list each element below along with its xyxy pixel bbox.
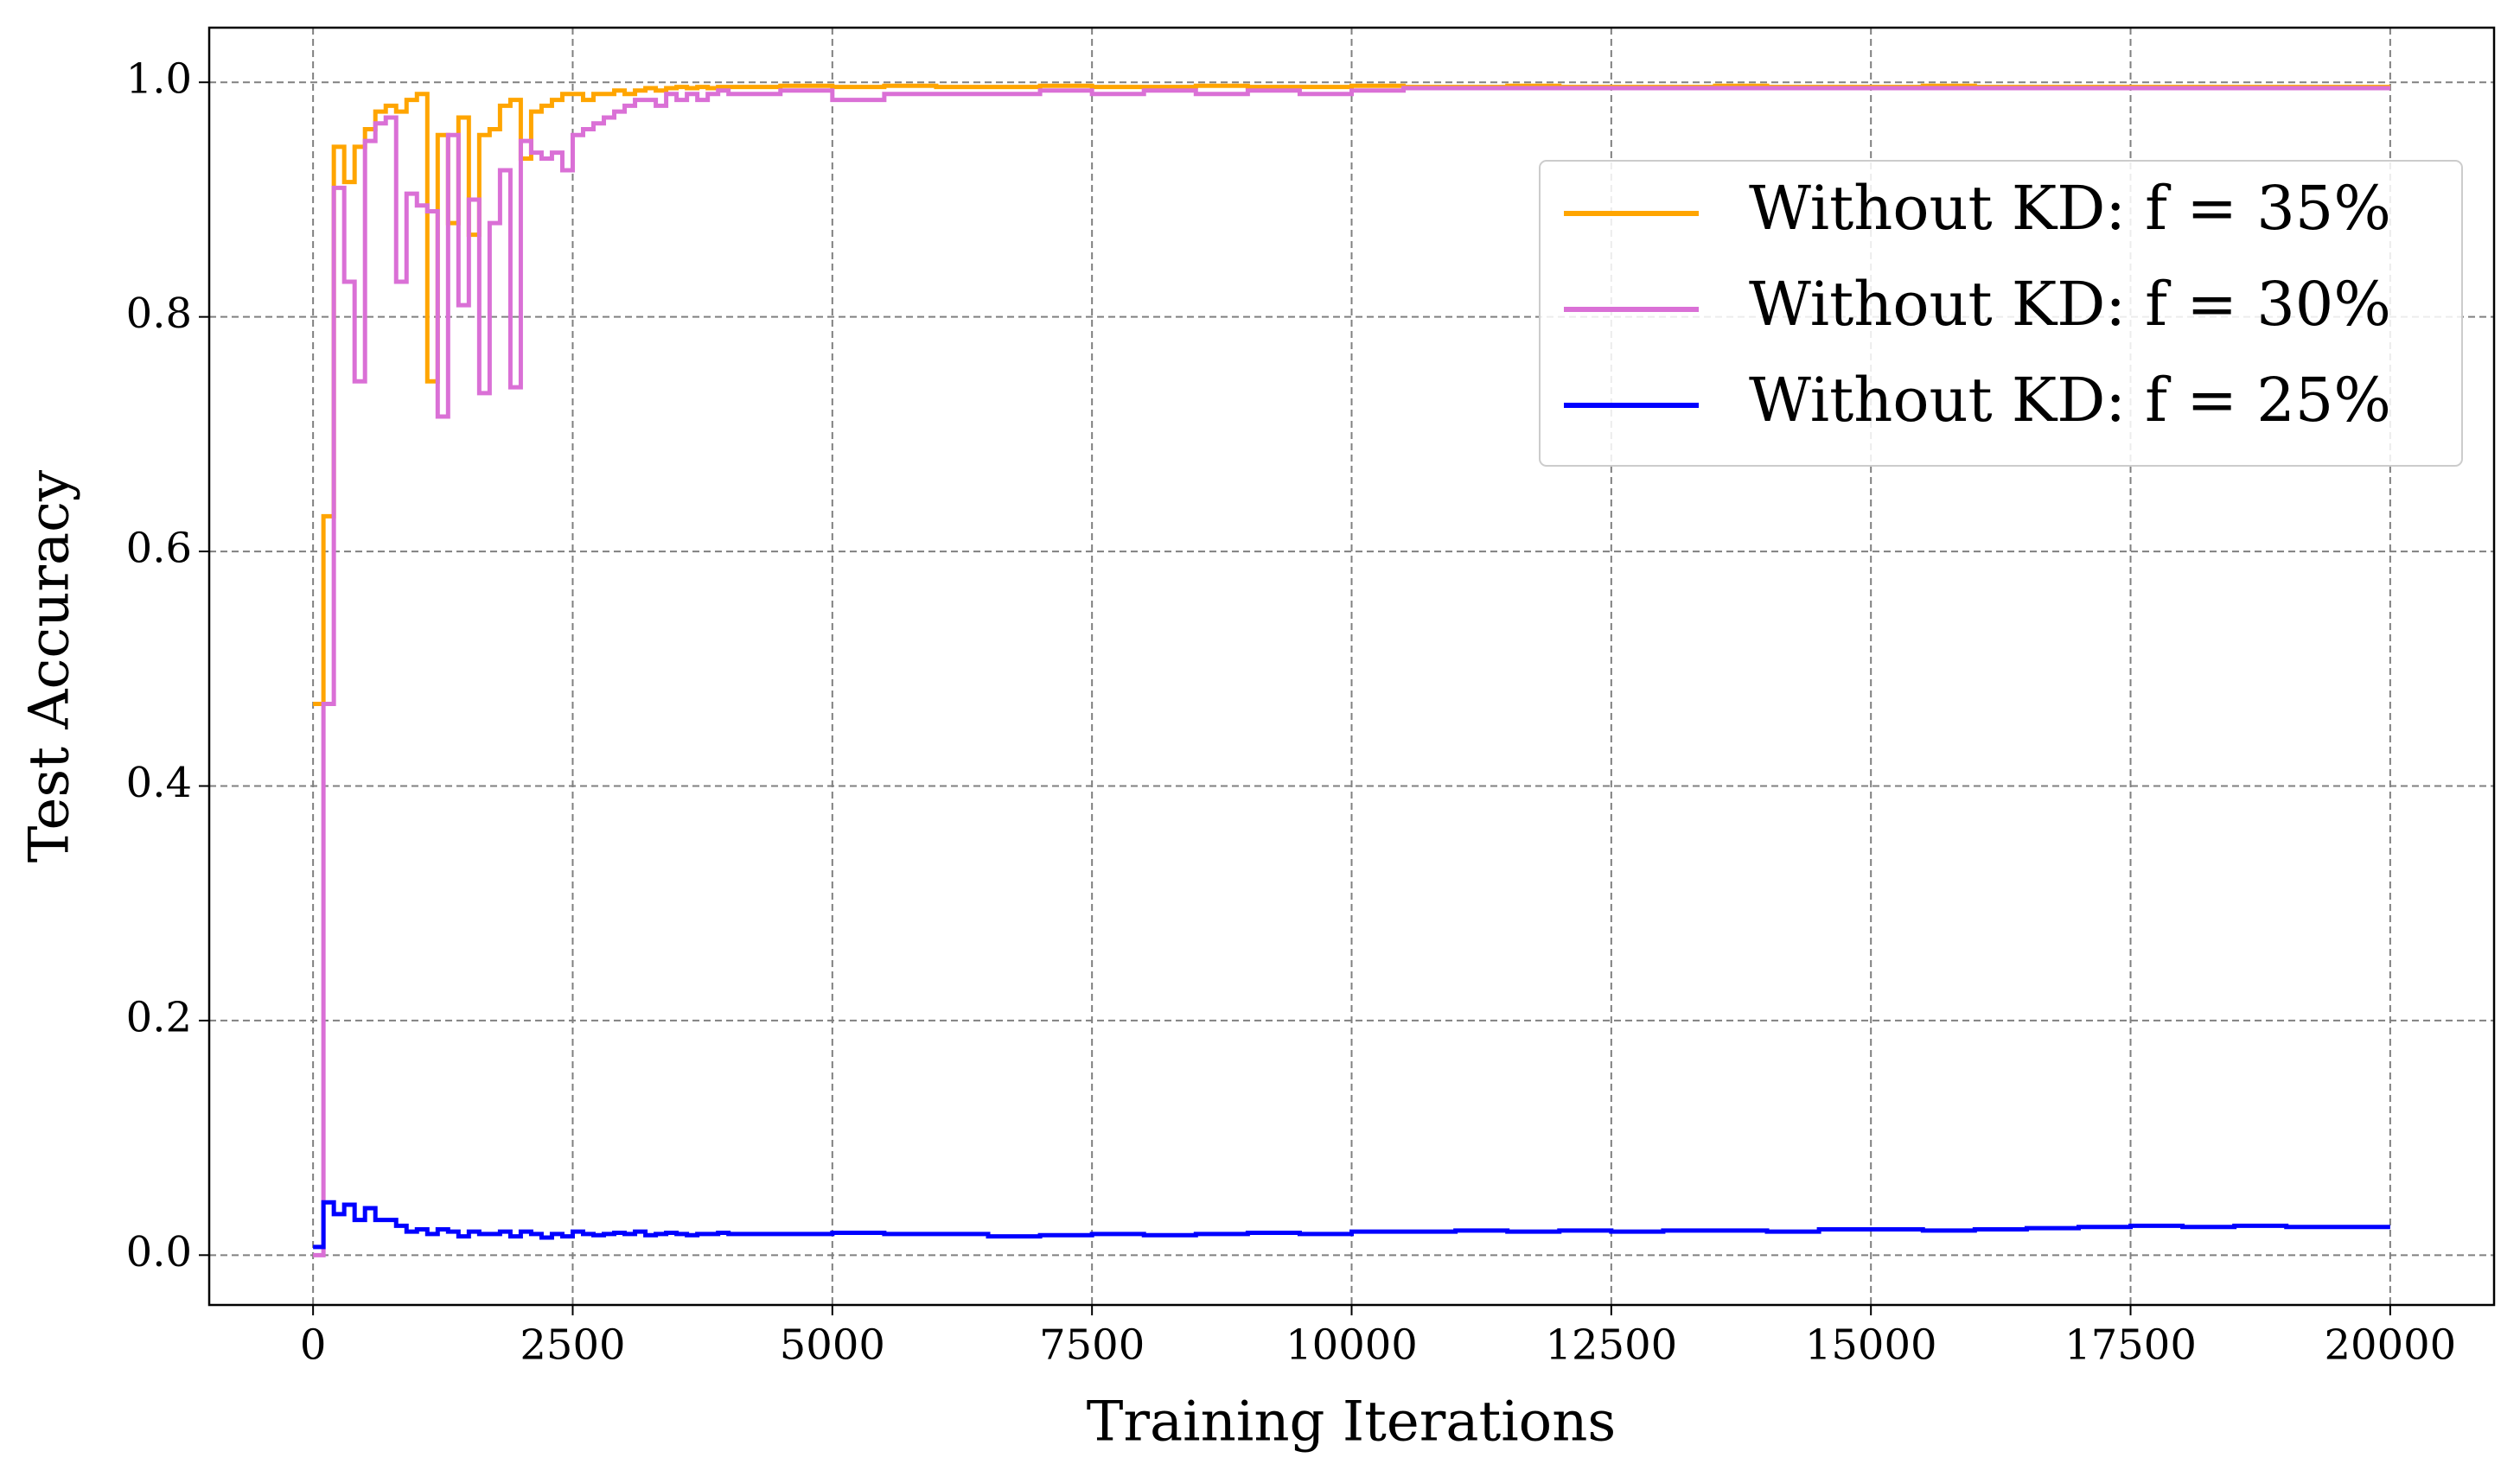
x-tick-label: 0 [300,1321,327,1370]
legend-label: Without KD: f = 25% [1749,365,2391,436]
x-tick-label: 15000 [1805,1321,1937,1370]
y-tick-label: 0.6 [126,525,192,573]
y-axis-label: Test Accuracy [18,470,82,862]
x-axis-label: Training Iterations [1087,1391,1617,1454]
x-tick-label: 12500 [1545,1321,1677,1370]
series-line [313,1200,2390,1250]
series-line [313,86,2390,1257]
legend-label: Without KD: f = 35% [1749,173,2391,244]
x-tick-label: 7500 [1039,1321,1145,1370]
legend-label: Without KD: f = 30% [1749,269,2391,340]
y-tick-label: 0.8 [126,290,192,338]
y-tick-label: 0.4 [126,759,192,807]
plot-frame [207,26,2496,1307]
x-tick-label: 10000 [1286,1321,1418,1370]
y-tick-label: 1.0 [126,55,192,104]
legend-box [1539,160,2463,467]
y-tick-label: 0.2 [126,993,192,1041]
x-tick-label: 5000 [780,1321,885,1370]
y-tick-label: 0.0 [126,1228,192,1276]
x-tick-label: 2500 [520,1321,625,1370]
x-tick-label: 17500 [2064,1321,2197,1370]
x-tick-label: 20000 [2325,1321,2457,1370]
